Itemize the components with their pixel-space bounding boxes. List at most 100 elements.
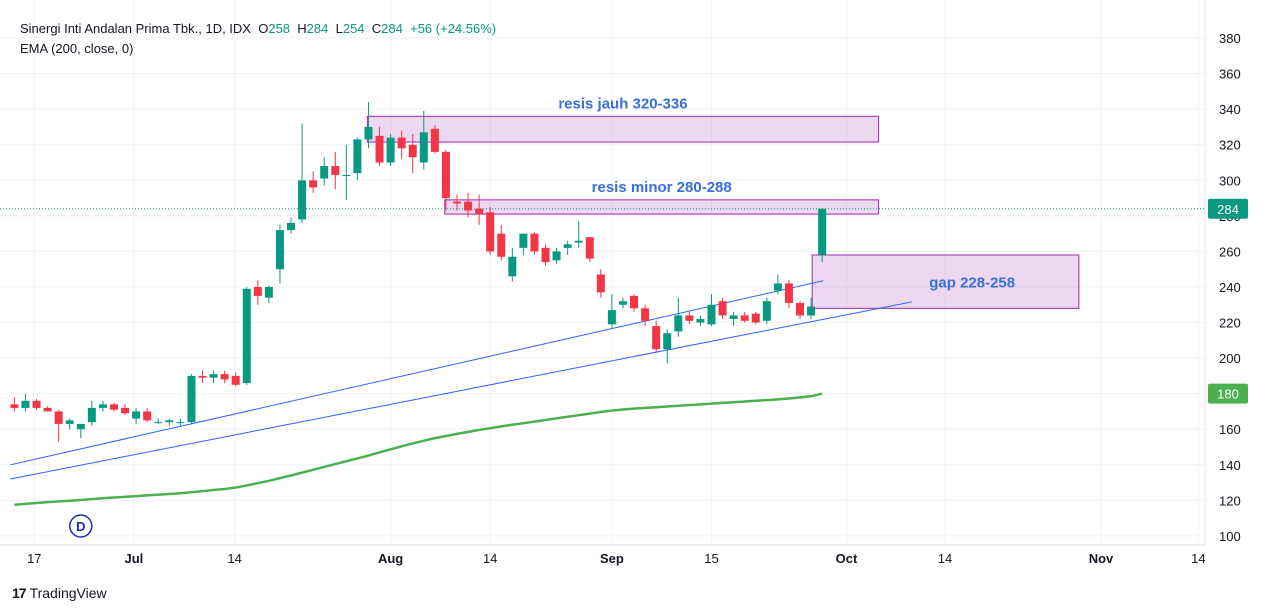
candle-body <box>342 174 351 176</box>
x-tick-label: 14 <box>227 551 241 566</box>
candle-body <box>320 166 329 179</box>
candle-body <box>497 233 506 257</box>
candle-body <box>408 144 417 158</box>
candle-body <box>475 208 484 215</box>
candle-body <box>464 201 473 211</box>
candle-body <box>552 251 561 261</box>
change: +56 (+24.56%) <box>410 21 497 36</box>
candle-body <box>87 407 96 423</box>
candle-body <box>430 128 439 152</box>
y-tick-label: 220 <box>1219 316 1241 331</box>
candle-body <box>596 274 605 293</box>
legend-main: Sinergi Inti Andalan Prima Tbk., 1D, IDX… <box>20 21 496 36</box>
candle-body <box>121 407 130 414</box>
ema-line <box>14 392 823 507</box>
x-tick-label: 15 <box>704 551 718 566</box>
candle-body <box>718 301 727 316</box>
candle-body <box>563 244 572 248</box>
candle-body <box>143 411 152 421</box>
h-value: 284 <box>306 21 329 36</box>
candle-body <box>486 212 495 252</box>
x-tick-label: 17 <box>27 551 41 566</box>
last-price-tag: 284 <box>1217 202 1239 217</box>
candle-body <box>519 233 528 248</box>
y-tick-label: 300 <box>1219 173 1241 188</box>
ema-tag-box <box>1208 383 1248 404</box>
y-tick-label: 140 <box>1219 458 1241 473</box>
candle-body <box>784 283 793 303</box>
candle-body <box>696 318 705 323</box>
y-tick-label: 240 <box>1219 280 1241 295</box>
zone-label: gap 228-258 <box>929 275 1015 292</box>
candle-body <box>652 326 661 350</box>
candle-body <box>508 256 517 277</box>
zone-label: resis jauh 320-336 <box>558 95 687 112</box>
y-tick-label: 100 <box>1219 529 1241 544</box>
x-tick-label: Sep <box>600 551 624 566</box>
candle-body <box>242 288 251 384</box>
y-tick-label: 260 <box>1219 244 1241 259</box>
candle-body <box>176 422 185 424</box>
o-value: 258 <box>268 21 291 36</box>
zone-label: resis minor 280-288 <box>592 179 732 196</box>
candle-body <box>685 315 694 321</box>
x-tick-label: Jul <box>124 551 143 566</box>
brand-name: TradingView <box>29 585 107 601</box>
candle-body <box>209 374 218 378</box>
last-price-tag-box <box>1208 198 1248 219</box>
candle-body <box>76 423 85 430</box>
candle-body <box>729 315 738 319</box>
l-value: 254 <box>342 21 365 36</box>
candle-body <box>452 201 461 204</box>
candle-body <box>707 304 716 325</box>
l-label: L <box>335 21 343 36</box>
trend-line <box>10 301 912 480</box>
x-tick-label: Nov <box>1089 551 1114 566</box>
candle-body <box>663 333 672 350</box>
candle-body <box>287 222 296 231</box>
candle-body <box>807 306 816 316</box>
candle-body <box>375 135 384 163</box>
x-tick-label: 14 <box>1191 551 1205 566</box>
candle-body <box>441 151 450 199</box>
candle-body <box>220 374 229 380</box>
candle-body <box>298 180 307 220</box>
candle-body <box>618 301 627 305</box>
candle-body <box>98 404 107 408</box>
h-label: H <box>297 21 307 36</box>
y-tick-label: 120 <box>1219 493 1241 508</box>
candle-body <box>32 400 41 408</box>
candle-body <box>762 301 771 321</box>
candle-body <box>165 420 174 423</box>
x-tick-label: Oct <box>836 551 858 566</box>
candle-body <box>275 230 284 270</box>
candle-body <box>353 139 362 174</box>
candle-body <box>231 375 240 385</box>
zone <box>366 115 880 143</box>
candle-body <box>132 411 141 419</box>
y-tick-label: 160 <box>1219 422 1241 437</box>
candle-body <box>109 404 118 410</box>
event-label: D <box>76 519 85 534</box>
candle-body <box>574 240 583 243</box>
zone <box>444 199 880 215</box>
candle-body <box>773 283 782 291</box>
candle-body <box>585 237 594 259</box>
o-label: O <box>258 21 269 36</box>
y-tick-label: 340 <box>1219 102 1241 117</box>
candle-body <box>818 208 827 255</box>
candle-body <box>198 375 207 378</box>
candle-body <box>419 132 428 163</box>
candle-body <box>264 286 273 298</box>
y-tick-label: 320 <box>1219 138 1241 153</box>
legend-ema: EMA (200, close, 0) <box>20 41 134 56</box>
candle-body <box>530 233 539 252</box>
x-tick-label: 14 <box>938 551 952 566</box>
candle-body <box>607 310 616 325</box>
candle-body <box>751 313 760 323</box>
candle-body <box>21 400 30 408</box>
zone <box>811 254 1080 309</box>
x-tick-label: Aug <box>378 551 403 566</box>
y-tick-label: 360 <box>1219 67 1241 82</box>
